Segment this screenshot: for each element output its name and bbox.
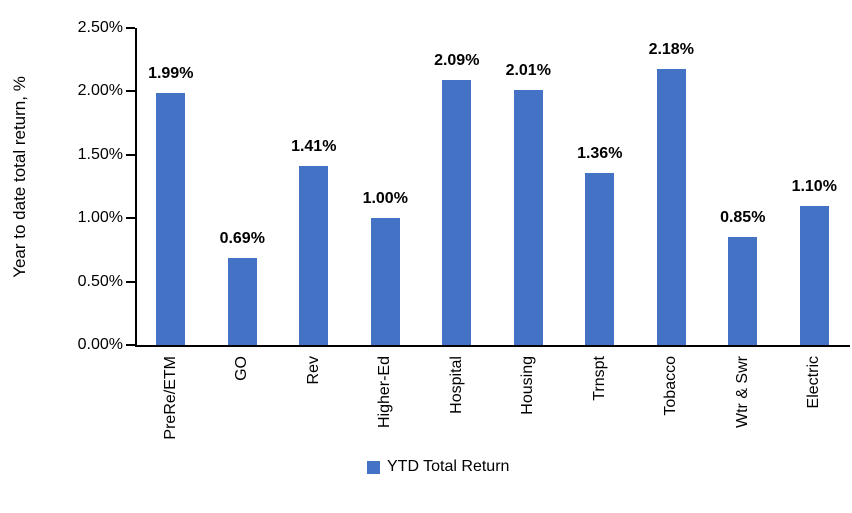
y-tick-label: 2.50%	[77, 19, 123, 36]
bar-value-label: 2.01%	[505, 62, 551, 80]
y-axis-line	[135, 28, 137, 347]
x-tick-label: Electric	[805, 356, 823, 409]
x-tick-label: Higher-Ed	[376, 356, 394, 429]
y-tick-mark	[126, 27, 135, 29]
x-tick-label: Rev	[304, 356, 322, 385]
bar-value-label: 1.41%	[291, 138, 337, 156]
y-tick-label: 1.00%	[77, 209, 123, 227]
bar-value-label: 0.85%	[720, 209, 766, 227]
y-tick-mark	[126, 153, 135, 156]
y-tick-mark	[126, 344, 135, 346]
legend-label: YTD Total Return	[387, 458, 510, 475]
y-tick-mark	[126, 90, 135, 93]
y-axis-title: Year to date total return, %	[10, 76, 29, 278]
bar-value-label: 1.36%	[577, 144, 623, 162]
bar-housing	[513, 90, 543, 345]
y-tick-label: 0.50%	[77, 272, 123, 290]
bar-prere-etm	[156, 92, 186, 345]
x-tick-label: GO	[233, 356, 251, 381]
bar-go	[227, 257, 257, 345]
bar-tobacco	[656, 68, 686, 345]
y-tick-label: 2.00%	[77, 82, 123, 100]
bar-wtr-swr	[728, 237, 758, 345]
bar-trnspt	[585, 172, 615, 345]
bar-value-label: 2.18%	[648, 40, 694, 58]
bar-value-label: 2.09%	[434, 51, 480, 69]
x-tick-label: Wtr & Swr	[733, 356, 751, 428]
bar-value-label: 1.99%	[148, 64, 194, 82]
x-axis-line	[135, 345, 850, 347]
x-tick-label: Tobacco	[662, 356, 680, 416]
bar-value-label: 1.10%	[791, 177, 837, 195]
bar-value-label: 0.69%	[219, 229, 265, 247]
legend: YTD Total Return	[367, 458, 509, 476]
legend-swatch-icon	[367, 460, 380, 474]
bar-electric	[799, 205, 829, 345]
y-tick-mark	[126, 280, 135, 283]
bar-rev	[299, 166, 329, 345]
bar-higher-ed	[370, 218, 400, 345]
bar-value-label: 1.00%	[362, 190, 408, 208]
x-tick-label: Housing	[519, 356, 537, 415]
x-tick-label: PreRe/ETM	[161, 356, 179, 440]
y-tick-label: 0.00%	[77, 336, 123, 353]
y-tick-label: 1.50%	[77, 145, 123, 163]
x-tick-label: Trnspt	[590, 356, 608, 401]
y-tick-mark	[126, 217, 135, 220]
bar-hospital	[442, 79, 472, 345]
x-tick-label: Hospital	[447, 356, 465, 414]
